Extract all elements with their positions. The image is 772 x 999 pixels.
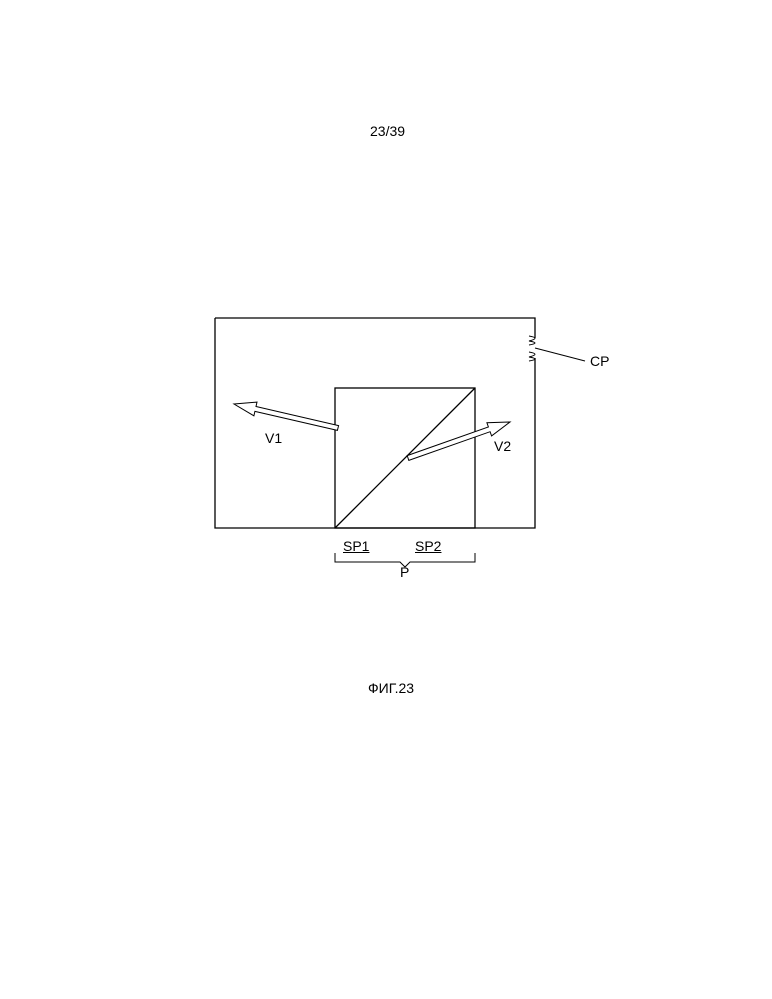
- figure-caption: ФИГ.23: [368, 680, 414, 696]
- label-v2: V2: [494, 438, 511, 454]
- label-sp2: SP2: [415, 538, 441, 554]
- page: 23/39 ФИГ.23 CP V1 V2 SP1 SP2 P: [0, 0, 772, 999]
- page-number: 23/39: [370, 123, 405, 139]
- label-cp: CP: [590, 353, 609, 369]
- label-p: P: [400, 564, 409, 580]
- label-v1: V1: [265, 430, 282, 446]
- label-sp1: SP1: [343, 538, 369, 554]
- figure-diagram: [0, 0, 772, 999]
